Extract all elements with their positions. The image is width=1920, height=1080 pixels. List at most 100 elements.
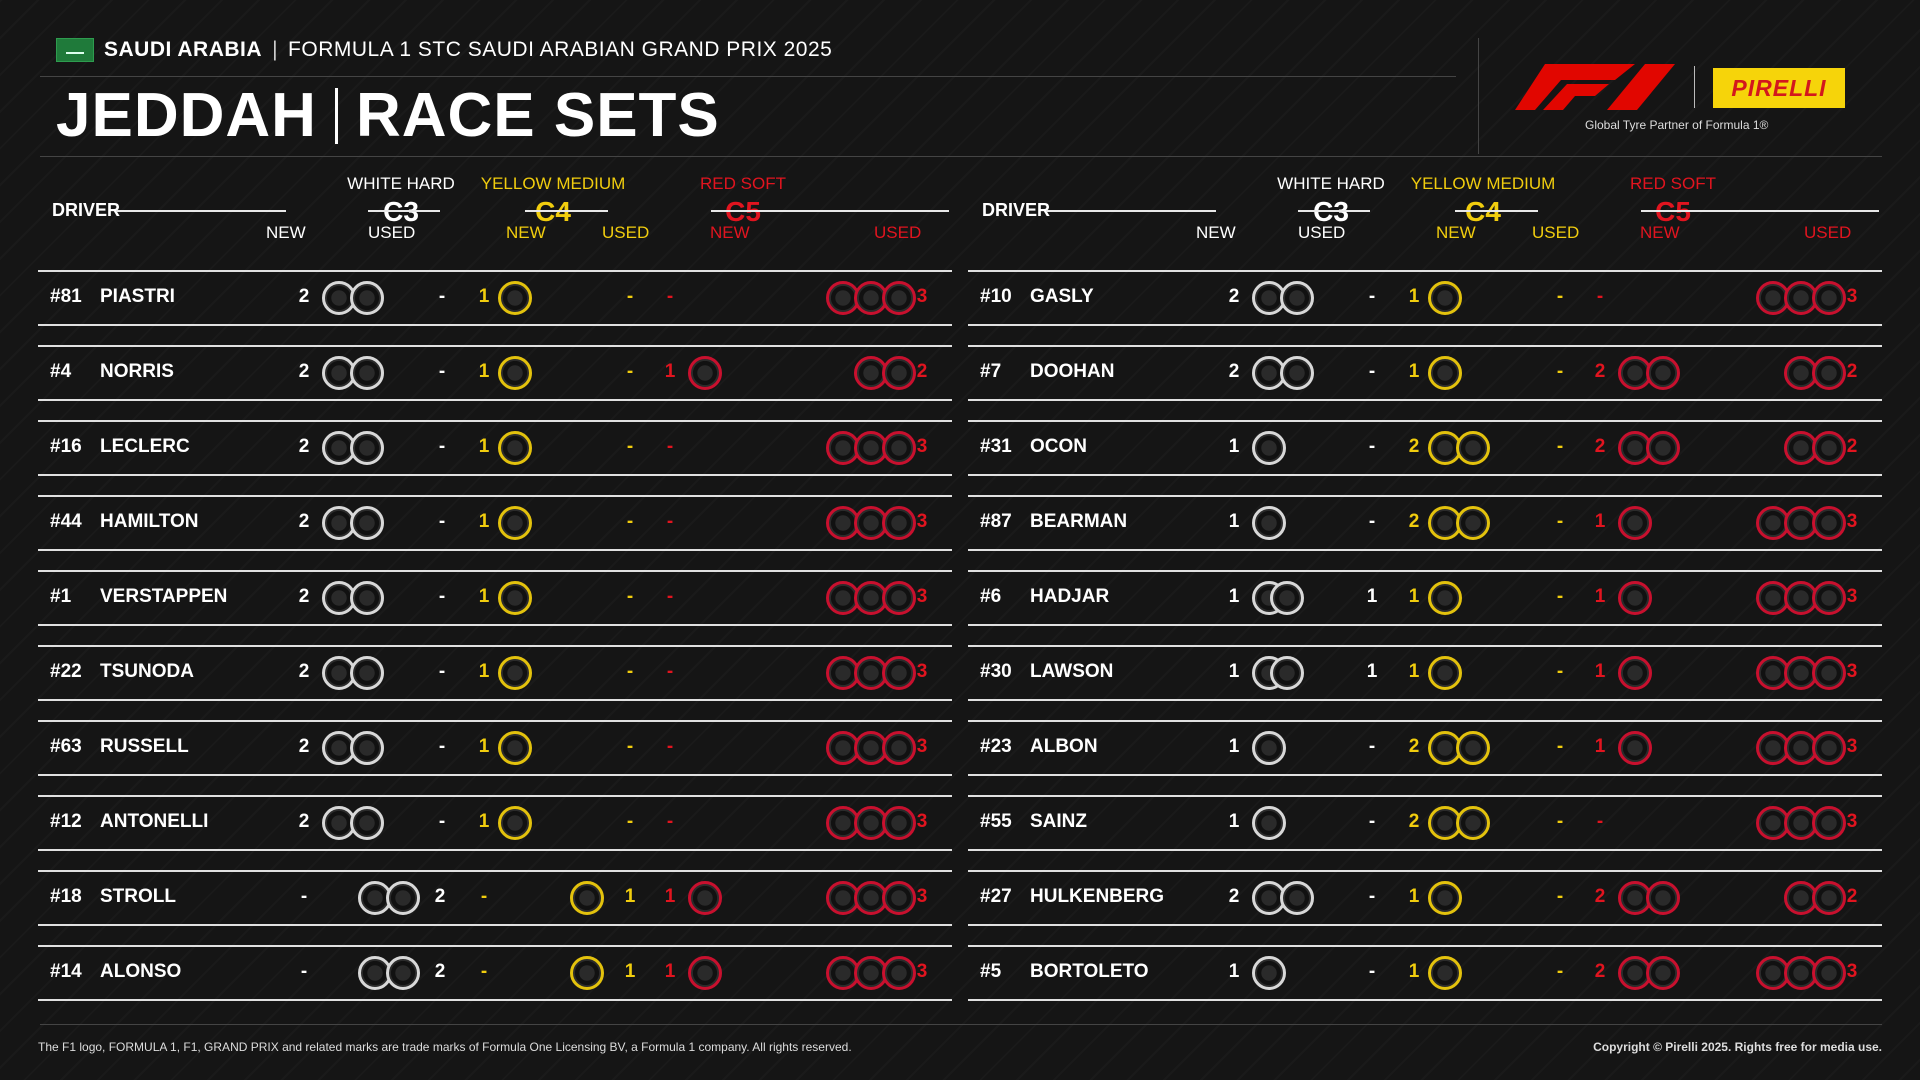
tyre-icon [498, 356, 532, 390]
c5-used-count: 2 [1846, 886, 1858, 907]
c5-used-count: 3 [1846, 286, 1858, 307]
tyre-group [688, 956, 722, 990]
tyre-group [1756, 281, 1846, 315]
tyre-icon [498, 806, 532, 840]
c4-new-count: 2 [1408, 736, 1420, 757]
c3-new-count: 2 [298, 736, 310, 757]
c5-used-count: 2 [916, 361, 928, 382]
car-number: #81 [50, 286, 82, 307]
driver-name: OCON [1030, 436, 1087, 457]
tyre-icon [350, 656, 384, 690]
tyre-icon [1428, 656, 1462, 690]
tyre-group [1428, 581, 1462, 615]
c5-new-count: - [666, 661, 674, 682]
header-line [1455, 210, 1538, 212]
tyre-group [1618, 731, 1652, 765]
c5-used-count: 3 [916, 886, 928, 907]
c3-compound-header: WHITE HARD C3 [1246, 174, 1416, 228]
tyre-group [498, 656, 532, 690]
c4-used-count: - [1556, 511, 1564, 532]
c5-used-count: 3 [916, 436, 928, 457]
tyre-icon [1456, 506, 1490, 540]
copyright-notice: Copyright © Pirelli 2025. Rights free fo… [1593, 1040, 1882, 1054]
tyre-group [1756, 956, 1846, 990]
c4-used-count: - [1556, 586, 1564, 607]
tyre-icon [350, 281, 384, 315]
tyre-icon [882, 731, 916, 765]
tyre-icon [350, 731, 384, 765]
driver-row: #7 DOOHAN 2 - 1 - 2 2 [968, 345, 1882, 401]
c4-used-count: - [1556, 961, 1564, 982]
used-subheader: USED [1298, 223, 1346, 242]
tyre-group [1618, 356, 1680, 390]
tyre-group [826, 806, 916, 840]
tyre-icon [1784, 431, 1818, 465]
c4-new-count: 1 [478, 436, 490, 457]
country-label: SAUDI ARABIA [104, 38, 263, 61]
tyre-group [1618, 956, 1680, 990]
driver-row: #81 PIASTRI 2 - 1 - - 3 [38, 270, 952, 326]
driver-row: #27 HULKENBERG 2 - 1 - 2 2 [968, 870, 1882, 926]
driver-row: #23 ALBON 1 - 2 - 1 3 [968, 720, 1882, 776]
c5-new-count: - [1596, 286, 1604, 307]
column-header: DRIVER WHITE HARD C3 YELLOW MEDIUM C4 RED SOF… [968, 170, 1882, 270]
c3-compound-label: WHITE HARD [1277, 174, 1385, 193]
tyre-group [1428, 881, 1462, 915]
tyre-icon [1428, 506, 1462, 540]
tyre-group [1756, 656, 1846, 690]
c3-used-count: 2 [434, 886, 446, 907]
c5-compound-header: RED SOFT C5 [658, 174, 828, 228]
c5-compound-header: RED SOFT C5 [1588, 174, 1758, 228]
c3-new-count: 1 [1228, 661, 1240, 682]
driver-name: ALONSO [100, 961, 182, 982]
c5-new-count: 2 [1594, 961, 1606, 982]
c4-used-count: - [626, 736, 634, 757]
tyre-group [498, 806, 532, 840]
c5-used-count: 3 [1846, 586, 1858, 607]
c4-used-count: 1 [624, 886, 636, 907]
tyre-icon [1456, 806, 1490, 840]
tyre-icon [882, 956, 916, 990]
driver-name: BEARMAN [1030, 511, 1128, 532]
tyre-group [1784, 881, 1846, 915]
tyre-group [322, 731, 384, 765]
car-number: #5 [980, 961, 1002, 982]
c3-new-count: - [300, 886, 308, 907]
event-line: SAUDI ARABIA | FORMULA 1 STC SAUDI ARABI… [56, 38, 832, 62]
c4-used-count: - [626, 511, 634, 532]
tyre-group [1756, 731, 1846, 765]
driver-name: RUSSELL [100, 736, 189, 757]
tyre-group [1784, 431, 1846, 465]
c3-new-count: 2 [298, 811, 310, 832]
tyre-icon [1618, 656, 1652, 690]
c4-used-count: - [626, 436, 634, 457]
tyre-group [1756, 581, 1846, 615]
c3-used-count: - [1368, 286, 1376, 307]
tyre-group [498, 356, 532, 390]
tyre-icon [882, 881, 916, 915]
c5-used-count: 3 [916, 586, 928, 607]
header-line [1298, 210, 1370, 212]
c3-used-count: - [438, 286, 446, 307]
car-number: #4 [50, 361, 72, 382]
logo-separator [1694, 66, 1695, 108]
car-number: #14 [50, 961, 82, 982]
c3-used-count: - [438, 361, 446, 382]
driver-row: #31 OCON 1 - 2 - 2 2 [968, 420, 1882, 476]
tyre-icon [1252, 431, 1286, 465]
c4-new-count: 2 [1408, 811, 1420, 832]
c5-used-count: 2 [1846, 436, 1858, 457]
tyre-group [1618, 881, 1680, 915]
driver-name: HADJAR [1030, 586, 1110, 607]
tyre-icon [1428, 356, 1462, 390]
tyre-icon [1646, 431, 1680, 465]
c4-new-count: 1 [1408, 661, 1420, 682]
c3-new-count: 2 [298, 286, 310, 307]
c5-used-count: 3 [1846, 736, 1858, 757]
tyre-icon [570, 881, 604, 915]
driver-name: STROLL [100, 886, 176, 907]
car-number: #10 [980, 286, 1012, 307]
c3-new-count: 2 [298, 661, 310, 682]
tyre-group [322, 581, 384, 615]
c3-new-count: 2 [298, 436, 310, 457]
